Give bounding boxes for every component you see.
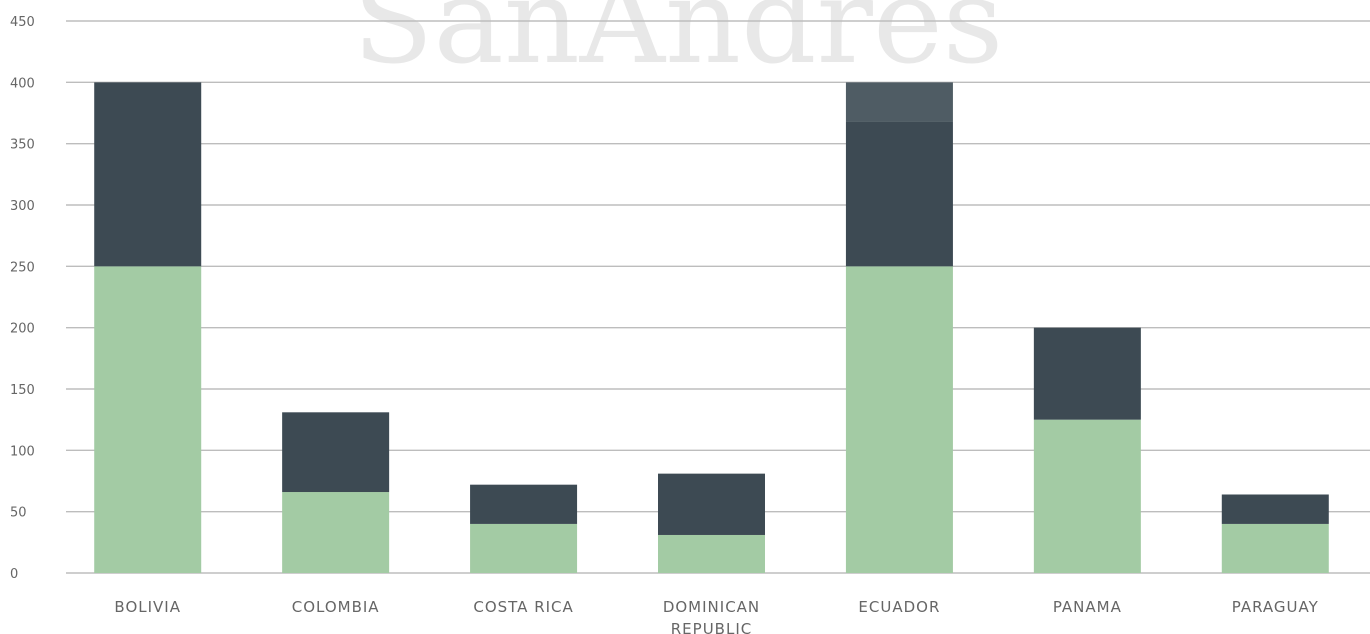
bar-segment-ecuador-s2 — [845, 121, 953, 267]
y-tick-label: 50 — [10, 506, 27, 521]
x-tick-label-line: REPUBLIC — [671, 620, 752, 634]
y-tick-label: 300 — [10, 199, 35, 214]
x-tick-label: DOMINICAN REPUBLIC — [663, 598, 760, 634]
x-tick-label-line: PANAMA — [1053, 598, 1122, 616]
bar-segment-panama-s2 — [1033, 327, 1141, 420]
x-tick-label: COSTA RICA — [473, 598, 573, 616]
x-tick-label-line: PARAGUAY — [1232, 598, 1319, 616]
x-tick-label: PARAGUAY — [1232, 598, 1319, 616]
bar-segment-colombia-s1 — [282, 492, 390, 573]
y-tick-label: 150 — [10, 383, 35, 398]
y-tick-label: 350 — [10, 138, 35, 153]
bar-segment-dominican-republic-s1 — [658, 534, 765, 573]
bar-segment-costa-rica-s1 — [470, 523, 578, 573]
y-tick-label: 200 — [10, 322, 35, 337]
bar-layer — [94, 82, 1329, 573]
bar-segment-bolivia-s1 — [94, 266, 202, 573]
bar-segment-paraguay-s2 — [1221, 494, 1329, 524]
x-tick-label: PANAMA — [1053, 598, 1122, 616]
bar-segment-ecuador-s3 — [845, 82, 953, 122]
x-tick-label-line: BOLIVIA — [114, 598, 181, 616]
label-layer: 0 50 100 150 200 250 300 350 400 450 BOLIVIA COLOMB… — [10, 15, 1319, 634]
y-tick-label: 100 — [10, 444, 35, 459]
bar-segment-panama-s1 — [1033, 419, 1141, 573]
bar-segment-ecuador-s1 — [845, 266, 953, 573]
bar-segment-costa-rica-s2 — [470, 484, 578, 524]
bar-segment-colombia-s2 — [282, 412, 390, 493]
x-tick-label-line: COSTA RICA — [473, 598, 573, 616]
x-tick-label: COLOMBIA — [292, 598, 380, 616]
bar-segment-paraguay-s1 — [1221, 523, 1329, 573]
y-tick-label: 0 — [10, 567, 18, 582]
y-tick-label: 400 — [10, 76, 35, 91]
x-tick-label-line: DOMINICAN — [663, 598, 760, 616]
y-tick-label: 450 — [10, 15, 35, 30]
watermark-text: SanAndres — [353, 0, 1004, 90]
x-tick-label-line: ECUADOR — [858, 598, 940, 616]
x-tick-label-line: COLOMBIA — [292, 598, 380, 616]
y-tick-label: 250 — [10, 260, 35, 275]
x-tick-label: BOLIVIA — [114, 598, 181, 616]
x-tick-label: ECUADOR — [858, 598, 940, 616]
bar-segment-dominican-republic-s2 — [658, 473, 765, 535]
watermark-layer: SanAndres — [353, 0, 1004, 90]
bar-segment-bolivia-s2 — [94, 82, 202, 267]
